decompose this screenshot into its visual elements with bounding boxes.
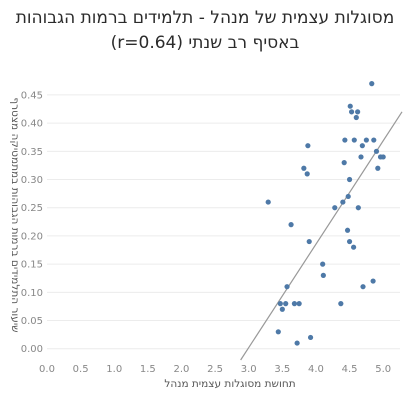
data-point: [294, 340, 300, 346]
x-tick-label: 1.5: [140, 364, 156, 375]
data-point: [369, 81, 375, 87]
data-point: [346, 176, 353, 183]
x-tick-label: 3.5: [274, 364, 290, 375]
data-point: [351, 244, 357, 250]
data-point: [304, 171, 310, 177]
data-point: [320, 261, 326, 267]
data-point: [296, 301, 302, 307]
data-point: [358, 154, 364, 160]
y-tick-label: 0.10: [21, 288, 43, 299]
data-point: [371, 137, 377, 143]
data-point: [342, 137, 348, 143]
data-point: [283, 301, 289, 307]
data-point: [279, 306, 285, 312]
data-point: [275, 329, 281, 335]
data-point: [348, 109, 355, 115]
data-point: [351, 137, 357, 143]
data-point: [370, 278, 376, 284]
data-point: [380, 154, 386, 160]
data-point: [320, 272, 326, 278]
y-axis-ticks: 0.00 0.05 0.10 0.15 0.20 0.25 0.30 0.35 0.40 0.45: [21, 90, 43, 355]
y-tick-label: 0.30: [21, 175, 43, 186]
data-point: [375, 165, 381, 171]
y-tick-label: 0.40: [21, 119, 43, 130]
data-point: [347, 103, 353, 109]
data-point: [359, 143, 365, 149]
data-point: [277, 301, 283, 307]
data-point: [301, 165, 307, 171]
data-point: [345, 193, 351, 200]
data-point: [363, 137, 369, 143]
y-tick-label: 0.35: [21, 147, 43, 158]
x-axis-ticks: 0.0 0.5 1.0 1.5 2.0 2.5 3.0 3.5 4.0 4.5 5.0: [39, 364, 391, 375]
chart-title: מסוגלות עצמית של מנהל - תלמידים ברמות הג…: [15, 8, 395, 28]
data-point: [338, 301, 344, 307]
x-tick-label: 2.0: [174, 364, 190, 375]
data-point: [353, 114, 359, 121]
x-tick-label: 4.5: [342, 364, 358, 375]
x-tick-label: 3.0: [241, 364, 257, 375]
data-point: [265, 199, 271, 205]
x-tick-label: 4.0: [308, 364, 324, 375]
y-tick-label: 0.20: [21, 231, 43, 242]
data-point: [288, 222, 294, 228]
data-points: [265, 81, 386, 346]
y-tick-label: 0.45: [21, 90, 43, 101]
y-axis-label: שיעור התלמידים ברמות הגבוהות במתמטיקה מצ…: [9, 97, 21, 332]
y-tick-label: 0.00: [21, 344, 43, 355]
chart-subtitle: באסיף רב שנתי (r=0.64): [110, 33, 300, 53]
grid-lines: [47, 94, 400, 350]
data-point: [355, 205, 361, 211]
x-tick-label: 0.0: [39, 364, 55, 375]
data-point: [373, 148, 380, 154]
data-point: [341, 160, 347, 166]
data-point: [306, 238, 312, 245]
data-point: [305, 143, 311, 149]
data-point: [360, 284, 366, 290]
x-tick-label: 5.0: [375, 364, 391, 375]
data-point: [291, 301, 298, 307]
data-point: [355, 109, 361, 115]
data-point: [332, 205, 338, 211]
x-tick-label: 1.0: [106, 364, 122, 375]
data-point: [344, 227, 351, 233]
data-point: [346, 238, 353, 245]
y-tick-label: 0.25: [21, 203, 43, 214]
data-point: [340, 199, 346, 205]
x-tick-label: 2.5: [207, 364, 223, 375]
x-tick-label: 0.5: [73, 364, 89, 375]
x-axis-label: תחושת מסוגלות עצמית מנהל: [164, 378, 295, 390]
data-point: [284, 284, 290, 290]
data-point: [307, 334, 314, 341]
y-tick-label: 0.15: [21, 260, 43, 271]
y-tick-label: 0.05: [21, 316, 43, 327]
